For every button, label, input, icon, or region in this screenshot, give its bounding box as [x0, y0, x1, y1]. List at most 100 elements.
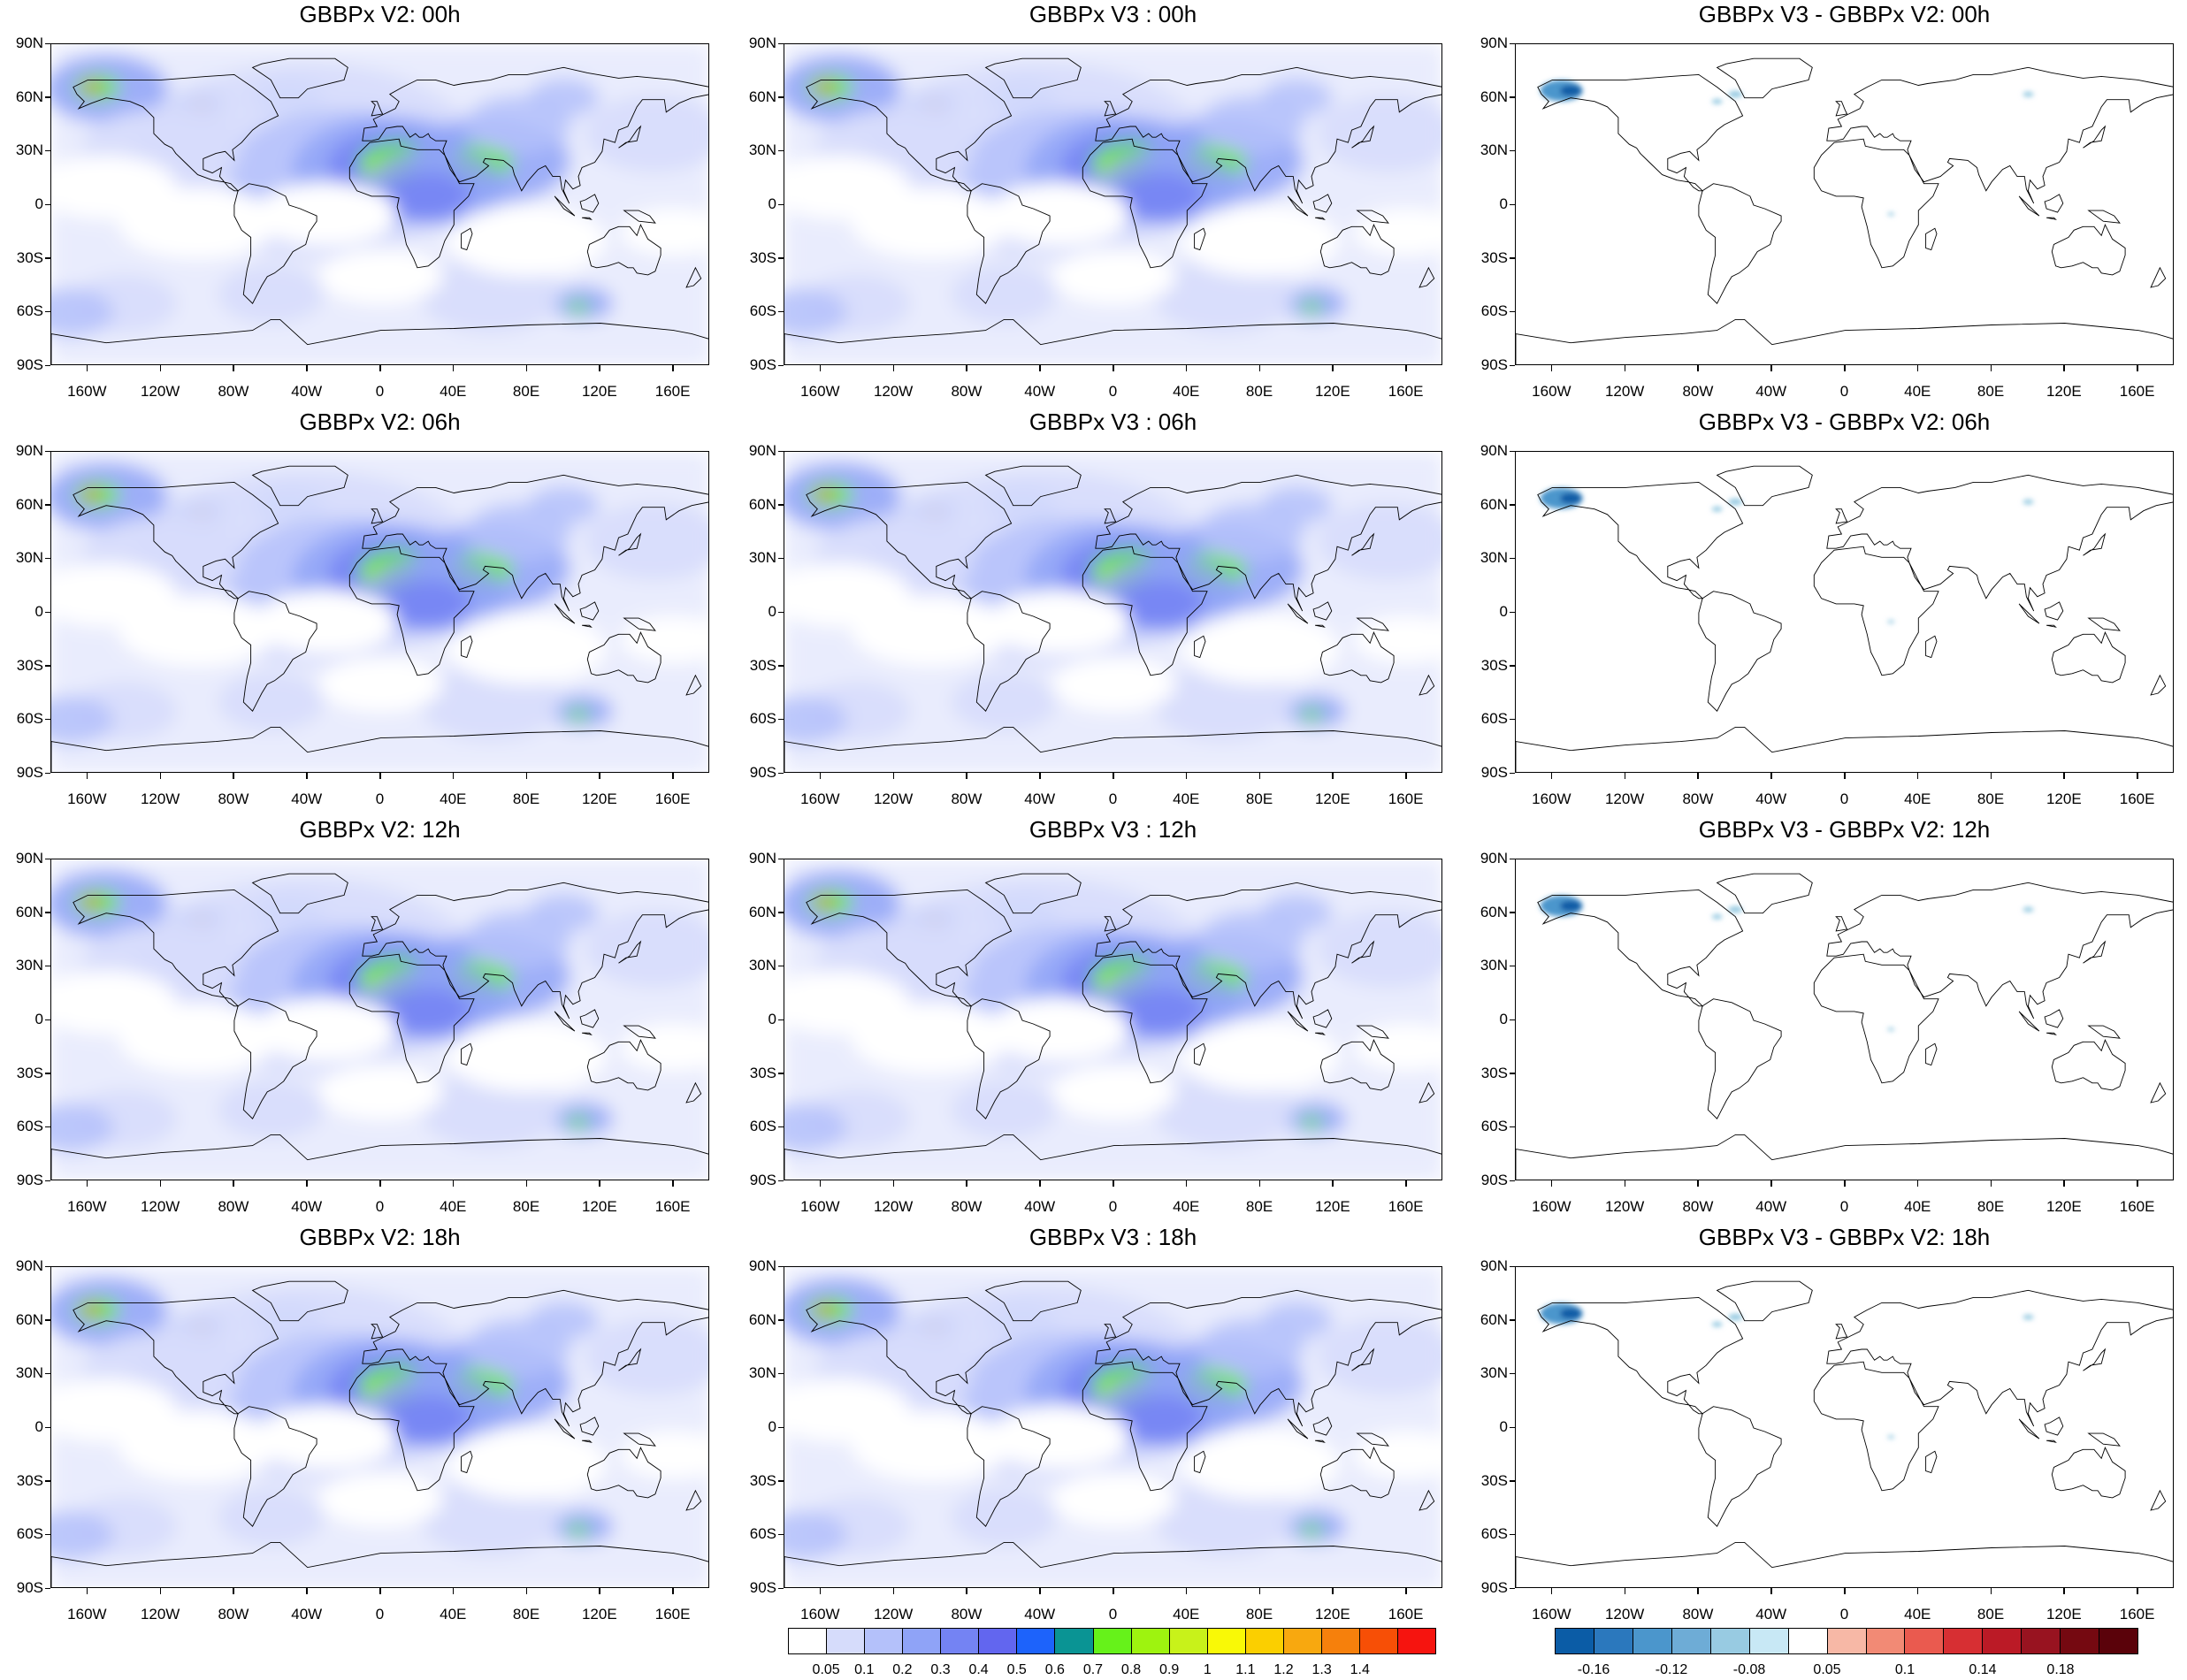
coastline: [2150, 1081, 2167, 1103]
lat-tick: [1510, 1265, 1515, 1267]
colorbar-label: 0.3: [930, 1662, 951, 1677]
coastline: [1537, 73, 1744, 192]
coastline: [1287, 603, 1309, 624]
coastline: [586, 631, 661, 683]
coastline: [371, 508, 384, 524]
coastline: [1319, 1039, 1395, 1091]
lat-tick: [1510, 96, 1515, 98]
lon-tick-label: 80E: [512, 383, 540, 400]
lat-tick-label: 60N: [15, 495, 43, 513]
coastline: [685, 266, 702, 288]
lon-tick: [233, 773, 234, 779]
lon-tick: [1332, 773, 1334, 779]
colorbar-label: 0.14: [1969, 1662, 1997, 1677]
lat-tick-label: 60N: [1480, 1310, 1508, 1328]
lat-tick: [45, 450, 50, 452]
lat-tick-label: 30N: [15, 141, 43, 159]
lon-tick-label: 40W: [1755, 1198, 1787, 1215]
lon-tick-label: 40E: [1173, 1606, 1200, 1623]
lon-tick-label: 120W: [873, 1606, 914, 1623]
lon-tick-label: 120W: [873, 383, 914, 400]
lon-tick-label: 120E: [581, 1198, 617, 1215]
lon-tick-label: 40E: [1173, 1198, 1200, 1215]
map-frame: [1515, 1266, 2174, 1588]
coastline: [1287, 195, 1309, 217]
lon-tick-label: 160W: [1532, 1606, 1571, 1623]
lon-tick-label: 0: [1839, 1606, 1849, 1623]
lat-tick: [1510, 912, 1515, 913]
colorbar-swatch: [1321, 1629, 1360, 1653]
coastline: [1315, 1032, 1326, 1035]
lat-tick-label: 60N: [1480, 495, 1508, 513]
coastline: [2018, 1418, 2040, 1439]
lon-tick: [2063, 773, 2065, 779]
lat-tick-label: 0: [34, 1011, 43, 1027]
lon-tick-label: 80E: [1977, 1606, 2005, 1623]
coastline: [1537, 889, 1744, 1007]
lon-tick: [1332, 1180, 1334, 1187]
lat-tick-label: 60S: [16, 1525, 43, 1543]
lon-tick: [1770, 1588, 1772, 1594]
lon-tick-label: 120W: [1604, 1198, 1645, 1215]
coastline: [1104, 916, 1117, 932]
lon-tick: [379, 365, 381, 371]
coastline: [967, 591, 1051, 712]
colorbar-swatch: [789, 1629, 828, 1653]
lon-tick: [599, 773, 600, 779]
map-frame: [784, 859, 1442, 1180]
coastline: [1516, 318, 2173, 364]
colorbar-label: 0.4: [968, 1662, 989, 1677]
lon-tick-label: 120W: [873, 790, 914, 807]
lat-tick-label: 90N: [748, 1257, 776, 1274]
coastline: [784, 318, 1441, 364]
coastline: [1194, 1042, 1206, 1066]
lon-tick-label: 120E: [2046, 383, 2082, 400]
panel-title: GBBPx V3 - GBBPx V2: 12h: [1698, 816, 1991, 843]
coastline: [233, 1406, 317, 1527]
lon-tick-label: 40E: [1904, 1198, 1931, 1215]
lon-tick-label: 40E: [1904, 1606, 1931, 1623]
lat-tick: [1510, 310, 1515, 313]
lon-tick: [1550, 1588, 1553, 1594]
coastline: [967, 1406, 1051, 1527]
coastline: [348, 138, 475, 269]
difference-colorbar: [1555, 1628, 2138, 1654]
lon-tick: [1039, 773, 1041, 779]
coastline: [1516, 1541, 2173, 1587]
lon-tick: [525, 773, 528, 779]
lat-tick: [778, 203, 784, 205]
lat-tick: [45, 310, 50, 313]
lat-tick: [1510, 1372, 1515, 1375]
colorbar-label: 1.4: [1350, 1662, 1370, 1677]
coastline: [579, 194, 600, 213]
lat-tick-label: 90N: [748, 34, 776, 51]
coastline: [73, 1296, 279, 1415]
colorbar-label: 0.2: [892, 1662, 913, 1677]
colorbar-label: 1.1: [1235, 1662, 1256, 1677]
lat-tick: [778, 912, 784, 913]
lat-tick: [1510, 1319, 1515, 1321]
coastline: [2083, 125, 2107, 149]
colorbar-label: 0.05: [812, 1662, 840, 1677]
lon-tick: [1113, 1588, 1114, 1594]
colorbar-label: 0.6: [1044, 1662, 1065, 1677]
lon-tick-label: 160E: [654, 1198, 691, 1215]
coastline: [784, 1134, 1441, 1180]
lat-tick-label: 90S: [749, 1172, 776, 1188]
lat-tick: [45, 1426, 50, 1428]
map-canvas: [51, 859, 708, 1180]
lat-tick-label: 90N: [1480, 850, 1508, 867]
coastline: [1537, 481, 1744, 599]
lon-tick-label: 80E: [512, 790, 540, 807]
lon-tick: [1405, 773, 1407, 779]
lon-tick-label: 80W: [1682, 1606, 1714, 1623]
lon-tick-label: 160E: [654, 790, 691, 807]
lon-tick-label: 40W: [1755, 1606, 1787, 1623]
lat-tick: [45, 1533, 50, 1536]
lat-tick-label: 30S: [16, 1064, 43, 1081]
panel-title: GBBPx V3 : 18h: [1029, 1224, 1197, 1250]
coastline: [1319, 1447, 1395, 1499]
coastline: [73, 73, 279, 192]
lat-tick-label: 30N: [15, 957, 43, 974]
lon-tick: [1185, 1180, 1188, 1187]
